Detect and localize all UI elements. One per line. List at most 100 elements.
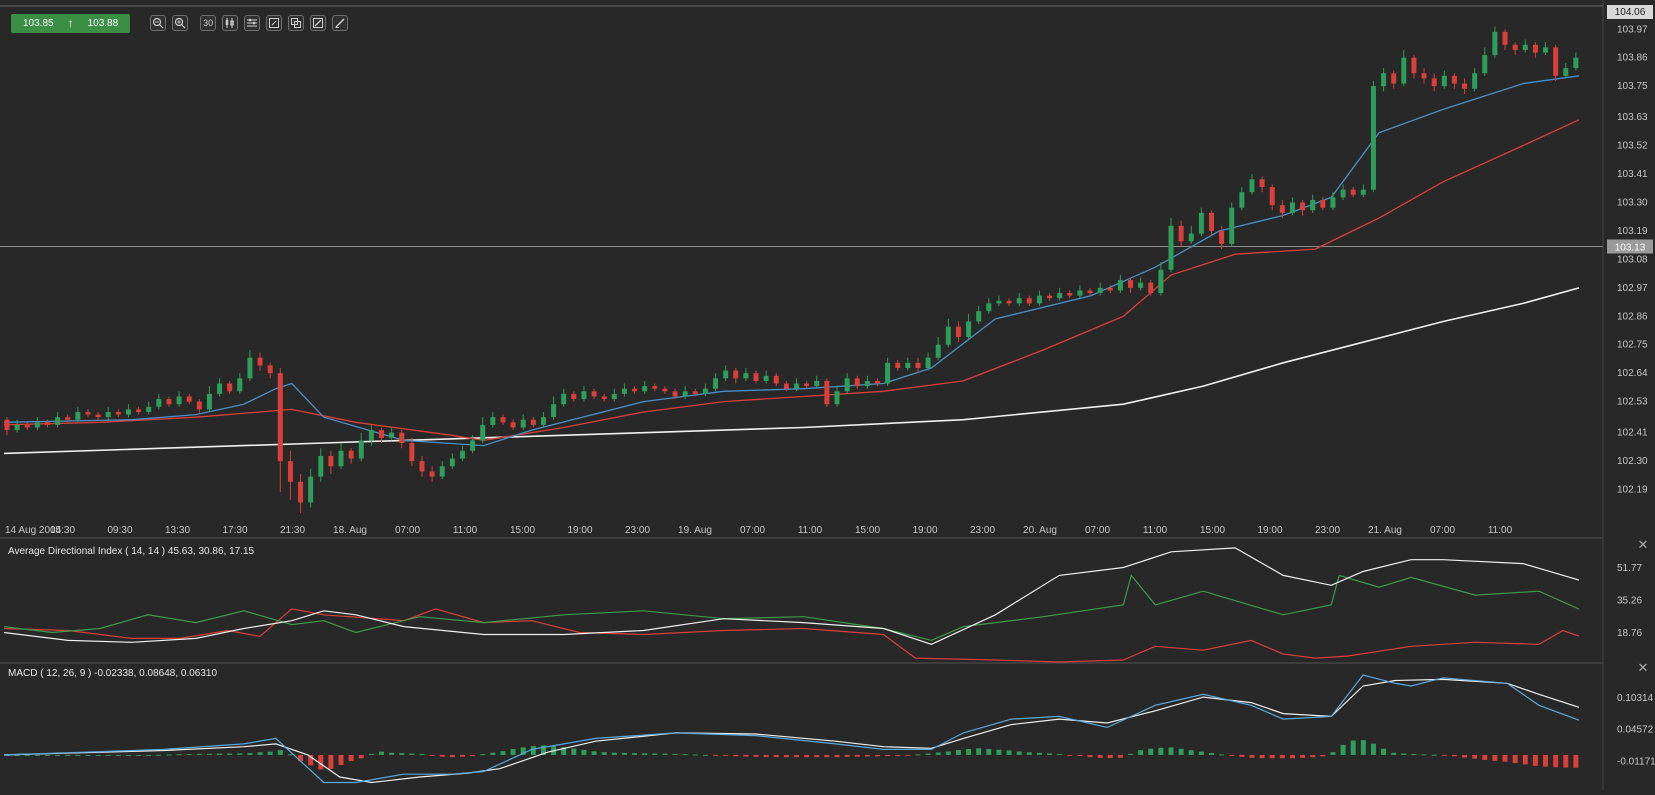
candle-body	[692, 391, 698, 394]
candle-body	[844, 378, 850, 392]
candle-body	[571, 393, 577, 400]
candle-body	[1026, 298, 1032, 304]
chart-type-button[interactable]	[222, 15, 239, 31]
macd-histogram-bar	[115, 754, 121, 756]
draw-button[interactable]	[310, 15, 327, 31]
time-axis-label: 07:00	[1085, 525, 1110, 536]
macd-histogram-bar	[783, 754, 789, 758]
candle-body	[115, 411, 121, 415]
candle-body	[1451, 75, 1457, 84]
timeframe-button[interactable]: 30	[200, 15, 217, 31]
time-axis-label: 07:00	[1430, 525, 1455, 536]
macd-histogram-bar	[520, 747, 526, 755]
zoom-out-button[interactable]	[150, 15, 167, 31]
candle-body	[14, 424, 20, 431]
indicators-button[interactable]	[244, 15, 261, 31]
ma-slow-line	[3, 287, 1580, 455]
timeframe-icon: 30	[203, 18, 214, 28]
candle-body	[1279, 205, 1285, 213]
time-axis-label: 13:30	[165, 525, 190, 536]
candle-body	[287, 461, 293, 482]
macd-histogram-bar	[1573, 754, 1579, 768]
candle-body	[95, 414, 101, 418]
macd-histogram-bar	[470, 754, 476, 756]
macd-histogram-bar	[1431, 754, 1437, 756]
adx-close-icon[interactable]: ✕	[1637, 537, 1649, 552]
candle-body	[1441, 75, 1447, 87]
macd-histogram-bar	[510, 749, 516, 755]
price-tick-label: 103.52	[1617, 141, 1648, 152]
candle-body	[915, 362, 921, 369]
top-price-label: 104.06	[1615, 7, 1646, 18]
candle-body	[682, 391, 688, 397]
candle-body	[500, 417, 506, 423]
macd-histogram-bar	[1411, 754, 1417, 756]
price-tick-label: 102.75	[1617, 340, 1648, 351]
candle-body	[601, 396, 607, 400]
copy-button[interactable]	[288, 15, 305, 31]
macd-histogram-bar	[1178, 748, 1184, 755]
macd-histogram-bar	[409, 753, 415, 755]
macd-histogram-bar	[358, 754, 364, 759]
candle-body	[1553, 47, 1559, 76]
candle-body	[1370, 86, 1376, 190]
zoom-in-button[interactable]	[172, 15, 189, 31]
price-tick-label: 102.86	[1617, 311, 1648, 322]
fullscreen-button[interactable]	[266, 15, 283, 31]
time-axis-label: 21:30	[280, 525, 305, 536]
candle-body	[298, 481, 304, 503]
macd-histogram-bar	[1360, 740, 1366, 755]
candle-body	[166, 399, 172, 405]
macd-histogram-bar	[1451, 754, 1457, 757]
time-axis-label: 23:00	[1315, 525, 1340, 536]
macd-histogram-bar	[75, 754, 81, 756]
macd-histogram-bar	[1229, 754, 1235, 756]
time-axis-label: 11:00	[798, 525, 823, 536]
time-axis-label: 18. Aug	[333, 525, 367, 536]
candle-body	[1421, 73, 1427, 79]
macd-histogram-bar	[824, 754, 830, 758]
candle-body	[1047, 295, 1053, 299]
candle-body	[925, 357, 931, 369]
candle-body	[105, 411, 111, 418]
macd-histogram-bar	[1208, 752, 1214, 755]
candle-body	[1472, 73, 1478, 89]
candle-body	[530, 419, 536, 425]
candle-body	[611, 393, 617, 400]
candle-body	[429, 471, 435, 477]
macd-histogram-bar	[662, 753, 668, 755]
price-tick-label: 102.64	[1617, 368, 1648, 379]
macd-histogram-bar	[338, 754, 344, 766]
macd-histogram-bar	[1401, 753, 1407, 755]
macd-histogram-bar	[1300, 754, 1306, 758]
macd-histogram-bar	[399, 753, 405, 755]
macd-close-icon[interactable]: ✕	[1637, 660, 1649, 675]
plus-di-line	[3, 574, 1580, 642]
macd-histogram-bar	[713, 754, 719, 756]
candle-body	[237, 378, 243, 392]
candle-body	[1401, 57, 1407, 84]
macd-histogram-bar	[1391, 752, 1397, 755]
macd-histogram-bar	[1563, 754, 1569, 768]
candle-body	[1097, 287, 1103, 294]
macd-histogram-bar	[490, 752, 496, 755]
macd-histogram-bar	[206, 753, 212, 755]
candle-body	[945, 326, 951, 345]
candle-body	[561, 393, 567, 405]
adx-tick-label: 51.77	[1617, 563, 1642, 574]
candle-body	[713, 378, 719, 389]
candle-body	[1208, 212, 1214, 231]
settings-button[interactable]	[332, 15, 349, 31]
macd-histogram-bar	[287, 754, 293, 756]
macd-histogram-bar	[500, 751, 506, 755]
quote-badge[interactable]: 103.85 ↑ 103.88	[11, 13, 131, 33]
macd-histogram-bar	[1168, 747, 1174, 755]
macd-histogram-bar	[298, 754, 304, 761]
macd-histogram-bar	[864, 754, 870, 757]
candle-body	[217, 383, 223, 394]
candle-body	[723, 370, 729, 379]
macd-histogram-bar	[65, 754, 71, 756]
candle-body	[662, 388, 668, 392]
